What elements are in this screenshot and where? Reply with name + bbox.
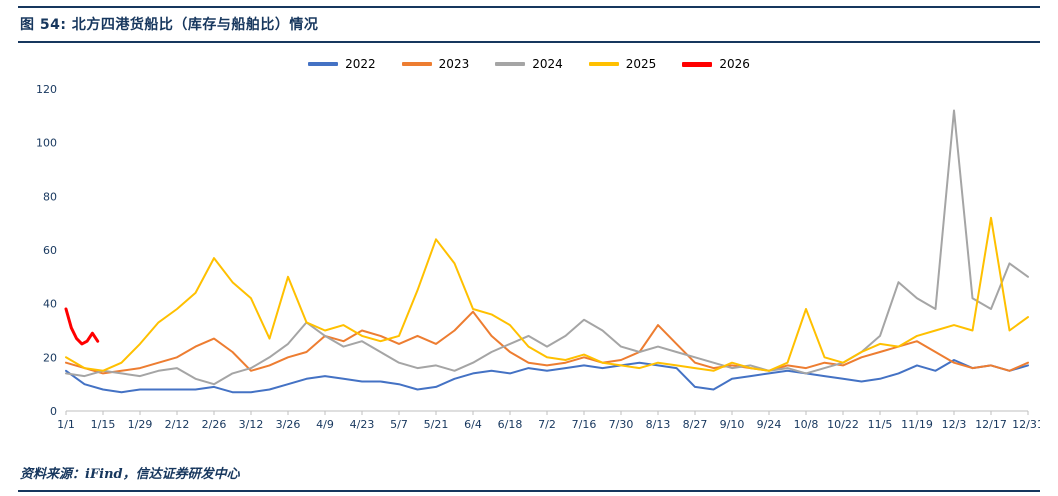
y-tick-label: 20 [43, 351, 57, 364]
x-tick-label: 3/12 [239, 418, 264, 431]
legend-item-2024: 2024 [495, 57, 563, 71]
x-tick-label: 2/12 [165, 418, 190, 431]
figure-footer: 资料来源：iFind，信达证券研发中心 [18, 461, 1040, 492]
x-tick-label: 1/1 [57, 418, 75, 431]
x-tick-label: 4/23 [350, 418, 375, 431]
y-tick-label: 120 [36, 83, 57, 96]
legend-item-2026: 2026 [682, 57, 750, 71]
series-line-2025 [65, 216, 1029, 372]
x-tick-label: 12/17 [975, 418, 1007, 431]
legend-swatch-2024 [495, 62, 526, 66]
legend-label-2022: 2022 [345, 57, 376, 71]
x-tick-label: 11/5 [868, 418, 893, 431]
x-tick-label: 12/31 [1012, 418, 1040, 431]
figure-header: 图 54: 北方四港货船比（库存与船舶比）情况 [18, 6, 1040, 43]
legend-swatch-2025 [588, 62, 619, 66]
x-tick-label: 7/30 [609, 418, 634, 431]
legend-swatch-2022 [308, 62, 339, 66]
legend-swatch-2026 [682, 61, 713, 67]
x-tick-label: 9/24 [757, 418, 782, 431]
y-tick-label: 100 [36, 137, 57, 150]
series-line-2023 [65, 310, 1029, 375]
x-tick-label: 7/2 [538, 418, 556, 431]
legend-item-2023: 2023 [401, 57, 470, 71]
x-tick-label: 10/8 [794, 418, 819, 431]
x-tick-label: 3/26 [276, 418, 301, 431]
x-tick-label: 7/16 [572, 418, 597, 431]
line-chart: 0 20 40 60 80 100 120 1/1 1/15 1/29 2/12 2/26 3/12 3/… [36, 83, 1040, 431]
y-tick-label: 40 [43, 298, 57, 311]
x-tick-label: 8/27 [683, 418, 708, 431]
x-tick-label: 1/29 [128, 418, 153, 431]
legend-item-2025: 2025 [588, 57, 657, 71]
chart-legend: 2022 2023 2024 2025 2026 [0, 55, 1058, 73]
legend-label-2024: 2024 [532, 57, 563, 71]
x-tick-label: 4/9 [316, 418, 334, 431]
legend-swatch-2023 [401, 62, 432, 66]
legend-item-2022: 2022 [308, 57, 376, 71]
legend-label-2025: 2025 [625, 57, 657, 71]
y-tick-label: 0 [50, 405, 57, 418]
legend-label-2023: 2023 [438, 57, 470, 71]
series-line-2022 [65, 359, 1029, 394]
source-note: 资料来源：iFind，信达证券研发中心 [20, 467, 240, 482]
x-tick-label: 6/4 [464, 418, 482, 431]
x-tick-label: 9/10 [720, 418, 745, 431]
x-tick-label: 11/19 [901, 418, 933, 431]
legend-label-2026: 2026 [719, 57, 750, 71]
x-tick-label: 12/3 [942, 418, 967, 431]
y-tick-label: 80 [43, 190, 57, 203]
figure-title: 图 54: 北方四港货船比（库存与船舶比）情况 [20, 17, 319, 33]
x-tick-label: 5/7 [390, 418, 408, 431]
y-tick-label: 60 [43, 244, 57, 257]
series-line-2024 [65, 109, 1029, 386]
x-tick-label: 5/21 [424, 418, 449, 431]
series-line-2026 [64, 307, 100, 346]
x-tick-label: 6/18 [498, 418, 523, 431]
x-tick-label: 8/13 [646, 418, 671, 431]
x-tick-label: 1/15 [91, 418, 116, 431]
x-tick-label: 10/22 [827, 418, 859, 431]
x-tick-label: 2/26 [202, 418, 227, 431]
